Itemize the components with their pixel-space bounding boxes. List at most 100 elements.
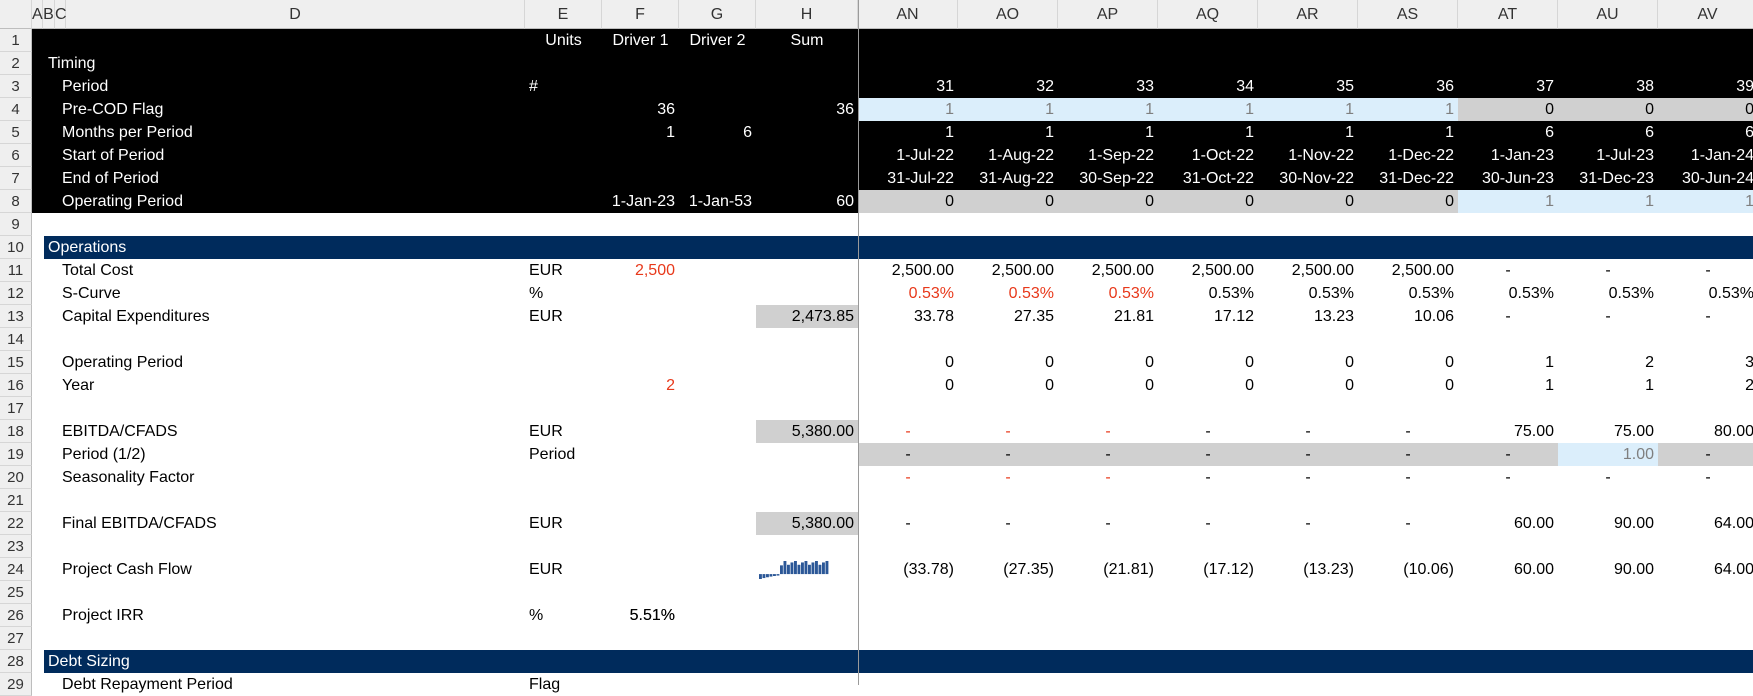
- timeline-cell-at[interactable]: 37: [1536, 78, 1554, 95]
- timeline-cell-ap[interactable]: 2,500.00: [1091, 262, 1154, 279]
- column-header-ao[interactable]: AO: [958, 0, 1058, 29]
- timeline-cell-ar[interactable]: 35: [1336, 78, 1354, 95]
- timeline-cell-ar[interactable]: 0: [1345, 377, 1354, 394]
- select-all-corner[interactable]: [0, 0, 32, 29]
- timeline-cell-an[interactable]: 1: [858, 98, 958, 121]
- timeline-cell-ap[interactable]: 0: [1145, 354, 1154, 371]
- timeline-cell-as[interactable]: -: [1405, 469, 1411, 486]
- driver1-cell[interactable]: 2: [666, 377, 675, 394]
- column-header-au[interactable]: AU: [1558, 0, 1658, 29]
- driver2-cell[interactable]: 6: [743, 124, 752, 141]
- timeline-cell-ar[interactable]: 0: [1345, 354, 1354, 371]
- row-header-22[interactable]: 22: [0, 512, 32, 535]
- timeline-cell-ar[interactable]: (13.23): [1303, 561, 1354, 578]
- timeline-cell-ap[interactable]: 30-Sep-22: [1079, 170, 1154, 187]
- row-header-6[interactable]: 6: [0, 144, 32, 167]
- sum-cell[interactable]: 60: [836, 193, 854, 210]
- timeline-cell-av[interactable]: 0.53%: [1708, 285, 1753, 302]
- row-header-5[interactable]: 5: [0, 121, 32, 144]
- row-header-12[interactable]: 12: [0, 282, 32, 305]
- timeline-cell-au[interactable]: 1.00: [1558, 443, 1658, 466]
- timeline-cell-ar[interactable]: 1: [1258, 98, 1358, 121]
- timeline-cell-aq[interactable]: 0: [1245, 354, 1254, 371]
- timeline-cell-ap[interactable]: 21.81: [1113, 308, 1154, 325]
- units-cell[interactable]: EUR: [529, 423, 563, 440]
- timeline-cell-as[interactable]: 1-Dec-22: [1388, 147, 1454, 164]
- timeline-cell-at[interactable]: 1: [1545, 354, 1554, 371]
- timeline-cell-ao[interactable]: 0: [958, 190, 1058, 213]
- timeline-cell-au[interactable]: 1-Jul-23: [1596, 147, 1654, 164]
- timeline-cell-ar[interactable]: -: [1258, 443, 1358, 466]
- timeline-cell-at[interactable]: 1: [1545, 377, 1554, 394]
- timeline-cell-at[interactable]: 60.00: [1513, 561, 1554, 578]
- units-cell[interactable]: %: [529, 285, 544, 302]
- timeline-cell-an[interactable]: 31: [936, 78, 954, 95]
- timeline-cell-ao[interactable]: -: [958, 443, 1058, 466]
- timeline-cell-aq[interactable]: 34: [1236, 78, 1254, 95]
- timeline-cell-av[interactable]: 1-Jan-24: [1690, 147, 1753, 164]
- units-cell[interactable]: EUR: [529, 515, 563, 532]
- row-header-1[interactable]: 1: [0, 29, 32, 52]
- column-header-aq[interactable]: AQ: [1158, 0, 1258, 29]
- timeline-cell-au[interactable]: 0: [1558, 98, 1658, 121]
- sum-cell[interactable]: 5,380.00: [756, 420, 858, 443]
- timeline-cell-ao[interactable]: 32: [1036, 78, 1054, 95]
- timeline-cell-av[interactable]: 64.00: [1713, 561, 1753, 578]
- row-header-19[interactable]: 19: [0, 443, 32, 466]
- timeline-cell-aq[interactable]: (17.12): [1203, 561, 1254, 578]
- driver2-cell[interactable]: 1-Jan-53: [688, 193, 752, 210]
- timeline-cell-as[interactable]: 0: [1445, 354, 1454, 371]
- column-header-b[interactable]: B: [43, 0, 55, 29]
- timeline-cell-an[interactable]: -: [858, 443, 958, 466]
- timeline-cell-ar[interactable]: 0.53%: [1308, 285, 1354, 302]
- row-header-13[interactable]: 13: [0, 305, 32, 328]
- timeline-cell-an[interactable]: (33.78): [903, 561, 954, 578]
- row-header-11[interactable]: 11: [0, 259, 32, 282]
- units-cell[interactable]: EUR: [529, 262, 563, 279]
- timeline-cell-as[interactable]: 0: [1358, 190, 1458, 213]
- column-header-a[interactable]: A: [32, 0, 43, 29]
- timeline-cell-at[interactable]: 30-Jun-23: [1481, 170, 1554, 187]
- timeline-cell-an[interactable]: -: [905, 469, 911, 486]
- row-header-10[interactable]: 10: [0, 236, 32, 259]
- driver1-cell[interactable]: 1-Jan-23: [611, 193, 675, 210]
- timeline-cell-au[interactable]: 1: [1645, 377, 1654, 394]
- timeline-cell-av[interactable]: 6: [1745, 124, 1753, 141]
- timeline-cell-ap[interactable]: 0: [1058, 190, 1158, 213]
- timeline-cell-at[interactable]: -: [1505, 262, 1511, 279]
- timeline-cell-as[interactable]: 31-Dec-22: [1379, 170, 1454, 187]
- timeline-cell-ao[interactable]: 0.53%: [1008, 285, 1054, 302]
- column-header-e[interactable]: E: [525, 0, 602, 29]
- timeline-cell-ar[interactable]: 30-Nov-22: [1279, 170, 1354, 187]
- timeline-cell-an[interactable]: -: [905, 423, 911, 440]
- timeline-cell-ap[interactable]: -: [1105, 469, 1111, 486]
- timeline-cell-aq[interactable]: 17.12: [1213, 308, 1254, 325]
- timeline-cell-aq[interactable]: -: [1205, 469, 1211, 486]
- timeline-cell-ar[interactable]: -: [1305, 423, 1311, 440]
- timeline-cell-aq[interactable]: 1-Oct-22: [1191, 147, 1254, 164]
- timeline-cell-ap[interactable]: -: [1105, 423, 1111, 440]
- timeline-cell-as[interactable]: 36: [1436, 78, 1454, 95]
- timeline-cell-au[interactable]: -: [1605, 308, 1611, 325]
- timeline-cell-as[interactable]: -: [1358, 443, 1458, 466]
- row-header-23[interactable]: 23: [0, 535, 32, 558]
- row-header-9[interactable]: 9: [0, 213, 32, 236]
- column-header-d[interactable]: D: [66, 0, 525, 29]
- timeline-cell-as[interactable]: -: [1405, 515, 1411, 532]
- timeline-cell-an[interactable]: -: [905, 515, 911, 532]
- row-header-3[interactable]: 3: [0, 75, 32, 98]
- timeline-cell-ao[interactable]: 1: [1045, 124, 1054, 141]
- column-header-c[interactable]: C: [55, 0, 67, 29]
- row-header-4[interactable]: 4: [0, 98, 32, 121]
- column-header-as[interactable]: AS: [1358, 0, 1458, 29]
- units-cell[interactable]: EUR: [529, 308, 563, 325]
- timeline-cell-at[interactable]: 60.00: [1513, 515, 1554, 532]
- row-header-16[interactable]: 16: [0, 374, 32, 397]
- timeline-cell-ar[interactable]: 1-Nov-22: [1288, 147, 1354, 164]
- timeline-cell-at[interactable]: -: [1505, 308, 1511, 325]
- timeline-cell-au[interactable]: 90.00: [1613, 561, 1654, 578]
- timeline-cell-an[interactable]: 2,500.00: [891, 262, 954, 279]
- timeline-cell-av[interactable]: 80.00: [1713, 423, 1753, 440]
- driver1-cell[interactable]: 1: [666, 124, 675, 141]
- timeline-cell-at[interactable]: 75.00: [1513, 423, 1554, 440]
